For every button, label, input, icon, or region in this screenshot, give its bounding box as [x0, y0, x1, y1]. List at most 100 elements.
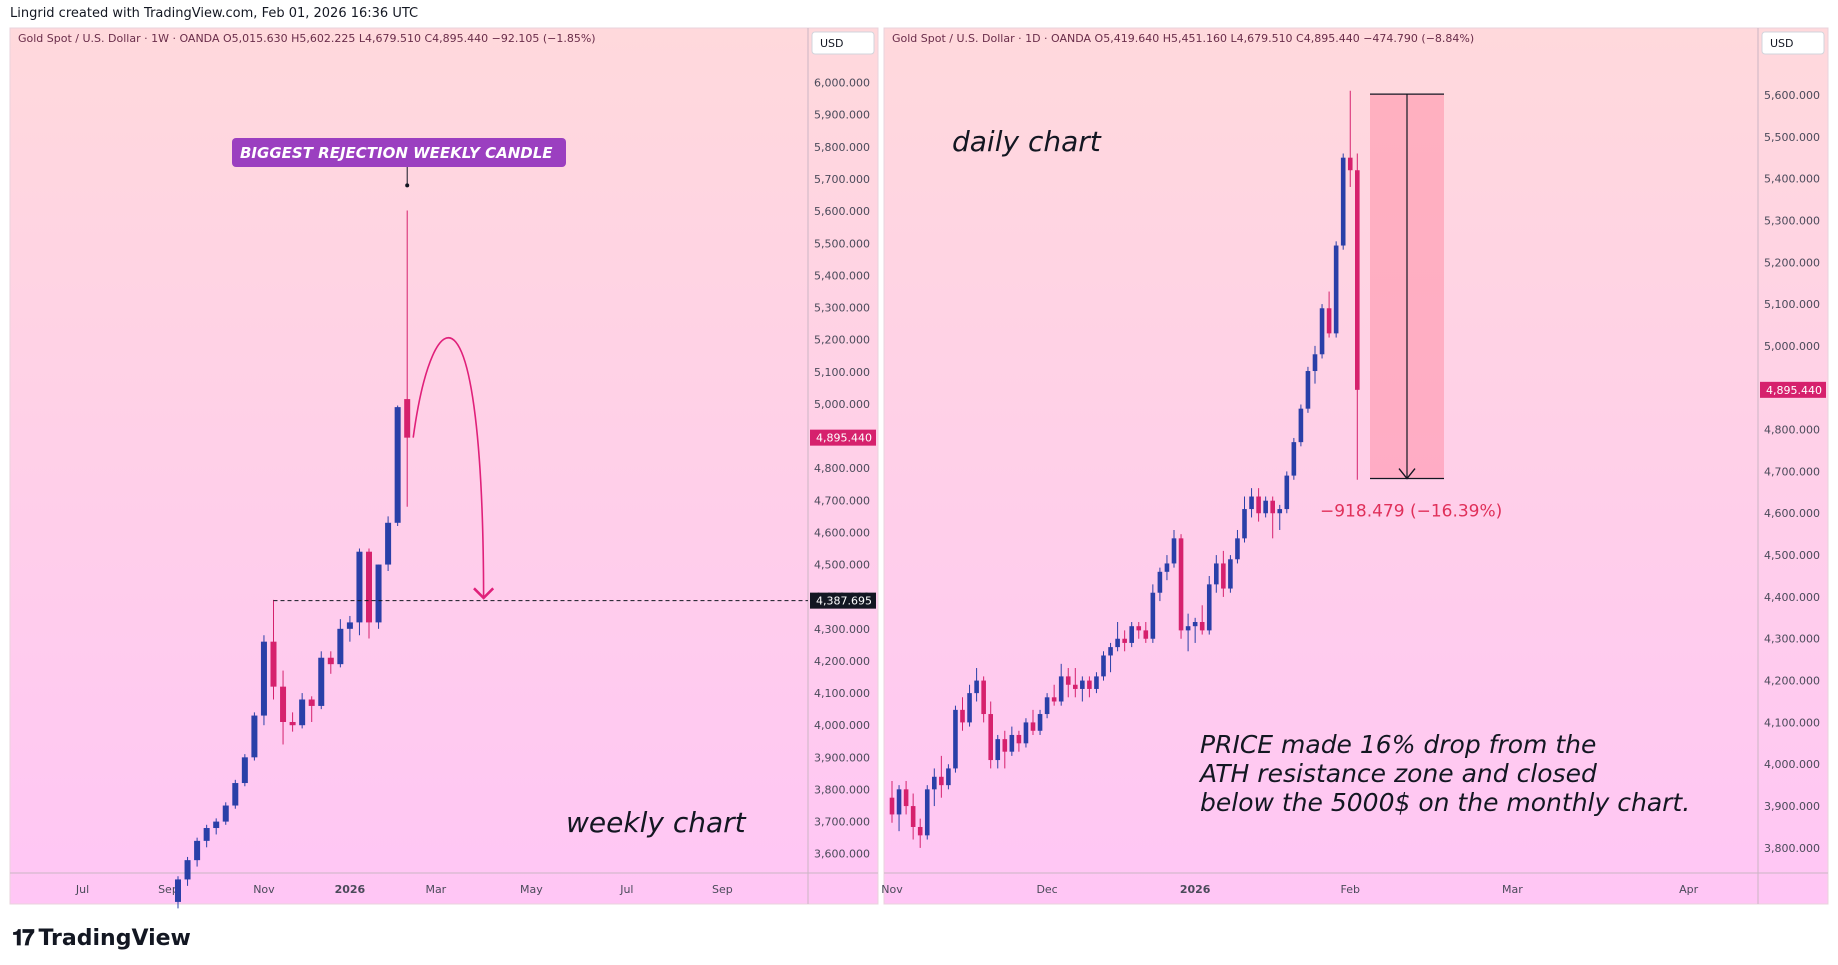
y-tick-label: 4,000.000 [814, 719, 870, 732]
y-tick-label: 5,200.000 [814, 334, 870, 347]
x-tick-label: 2026 [335, 883, 366, 896]
y-tick-label: 3,900.000 [814, 751, 870, 764]
y-tick-label: 3,800.000 [1764, 842, 1820, 855]
candle-body [981, 680, 986, 715]
candle-body [251, 715, 258, 758]
daily-caption: daily chart [952, 125, 1102, 158]
x-tick-label: May [520, 883, 543, 896]
y-tick-label: 5,900.000 [814, 109, 870, 122]
x-tick-label: Nov [881, 883, 903, 896]
candle-body [289, 721, 296, 726]
y-tick-label: 5,500.000 [1764, 131, 1820, 144]
candle-body [889, 797, 895, 815]
candle-body [1143, 630, 1149, 639]
candle-body [1199, 622, 1205, 631]
projection-arrow [412, 337, 495, 600]
candle-body [1333, 245, 1339, 334]
y-tick-label: 5,800.000 [814, 141, 870, 154]
y-tick-label: 5,600.000 [814, 205, 870, 218]
brand-label: TradingView [38, 926, 191, 951]
y-tick-label: 4,600.000 [1764, 507, 1820, 520]
y-tick-label: 5,000.000 [814, 398, 870, 411]
y-tick-label: 4,600.000 [814, 526, 870, 539]
chart-frame-1 [883, 27, 1829, 905]
candle-body [270, 641, 277, 687]
y-tick-label: 5,200.000 [1764, 256, 1820, 269]
candle-body [1094, 676, 1099, 689]
x-tick-label: Apr [1679, 883, 1699, 896]
x-tick-label: Sep [712, 883, 733, 896]
candle-body [1319, 308, 1325, 355]
candle-body [241, 757, 248, 784]
measure-label: −918.479 (−16.39%) [1320, 502, 1502, 522]
y-tick-label: 4,700.000 [814, 494, 870, 507]
candle-body [1164, 563, 1170, 572]
candle-body [1030, 722, 1036, 731]
candle-body [1256, 496, 1261, 514]
candle-body [203, 828, 210, 841]
candle-body [346, 622, 353, 629]
currency-box-0 [811, 31, 875, 55]
note-line: below the 5000$ on the monthly chart. [1200, 788, 1690, 817]
candle-body [1185, 626, 1191, 631]
candle-body [404, 399, 411, 438]
candle-body [1129, 626, 1134, 643]
current-price-label-0: 4,895.440 [816, 432, 872, 445]
y-tick-label: 5,700.000 [814, 173, 870, 186]
y-tick-label: 5,000.000 [1764, 340, 1820, 353]
candle-body [337, 628, 344, 665]
y-tick-label: 4,800.000 [814, 462, 870, 475]
y-tick-label: 4,200.000 [1764, 675, 1820, 688]
chart-credit: Lingrid created with TradingView.com, Fe… [10, 6, 419, 21]
level-badge [810, 592, 876, 609]
candle-body [903, 789, 909, 807]
candle-body [1347, 157, 1353, 171]
candle-body [260, 641, 267, 716]
candle-body [967, 693, 972, 723]
y-tick-label: 4,400.000 [1764, 591, 1820, 604]
candle-body [1192, 622, 1198, 627]
candle-body [1108, 647, 1113, 656]
y-tick-label: 6,000.000 [814, 77, 870, 90]
candle-body [1058, 676, 1064, 702]
weekly-caption: weekly chart [566, 806, 747, 839]
x-tick-label: Feb [1341, 883, 1360, 896]
y-tick-label: 4,100.000 [1764, 716, 1820, 729]
x-tick-label: Nov [253, 883, 275, 896]
candle-body [1016, 734, 1022, 744]
y-tick-label: 3,800.000 [814, 783, 870, 796]
x-tick-label: Mar [425, 883, 446, 896]
x-tick-label: Dec [1036, 883, 1057, 896]
tradingview-logo-icon: 𝟏𝟕 [12, 926, 35, 951]
y-tick-label: 5,400.000 [1764, 173, 1820, 186]
current-price-badge-1 [1760, 381, 1826, 398]
candle-body [988, 714, 993, 761]
candle-body [1242, 509, 1247, 539]
chart-frame-0 [9, 27, 879, 905]
candle-body [1284, 475, 1290, 510]
candle-body [1073, 684, 1078, 689]
candle-body [1157, 571, 1163, 593]
y-tick-label: 4,300.000 [814, 623, 870, 636]
x-tick-label: Jul [75, 883, 89, 896]
y-tick-label: 5,100.000 [814, 366, 870, 379]
candle-body [939, 776, 944, 786]
current-price-badge-0 [810, 429, 876, 446]
candle-body [280, 686, 287, 722]
candle-body [1277, 509, 1283, 514]
candle-body [222, 805, 229, 822]
candle-body [1221, 563, 1226, 589]
candle-body [1291, 442, 1297, 476]
candle-body [995, 739, 1001, 761]
candle-body [960, 709, 965, 723]
candle-body [1206, 584, 1212, 631]
candle-body [356, 551, 363, 623]
candle-body [1263, 500, 1268, 514]
current-price-label-1: 4,895.440 [1766, 384, 1822, 397]
candle-body [213, 821, 220, 829]
candle-body [1037, 714, 1043, 731]
y-tick-label: 4,500.000 [1764, 549, 1820, 562]
candle-body [953, 709, 958, 769]
